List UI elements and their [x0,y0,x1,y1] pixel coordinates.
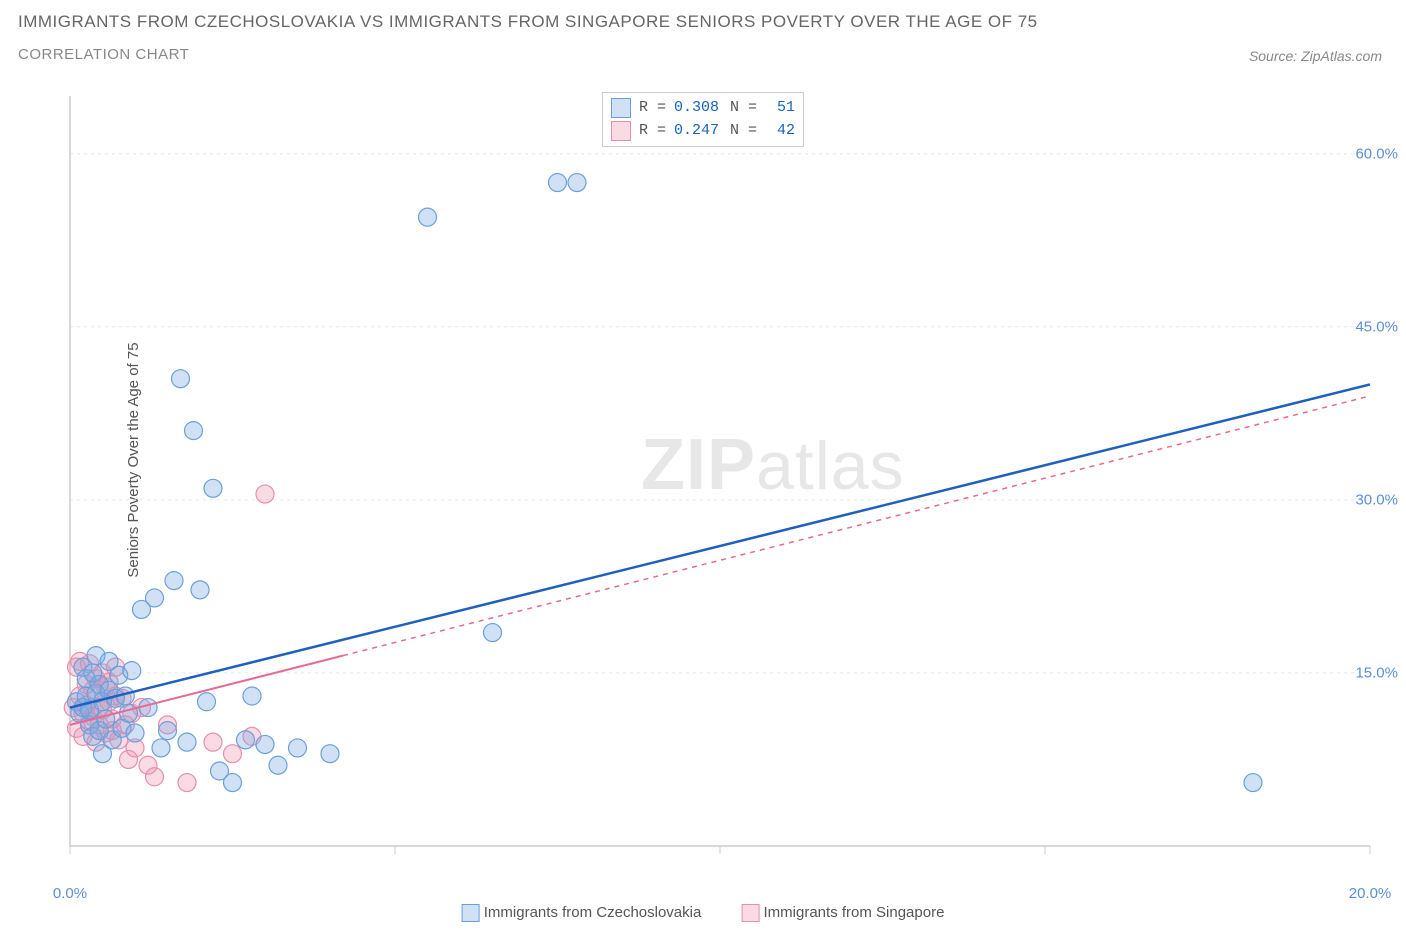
stat-n-label-1: N = [730,97,757,120]
legend-swatch-series2 [741,904,759,922]
chart-title: IMMIGRANTS FROM CZECHOSLOVAKIA VS IMMIGR… [18,12,1038,32]
legend-label-series2: Immigrants from Singapore [764,904,945,921]
bottom-legend: Immigrants from Czechoslovakia Immigrant… [462,904,945,922]
y-tick-label: 60.0% [1355,145,1398,162]
legend-swatch-series1 [462,904,480,922]
stat-n-val-2: 42 [765,120,795,143]
stat-r-val-1: 0.308 [674,97,722,120]
y-tick-label: 45.0% [1355,318,1398,335]
title-block: IMMIGRANTS FROM CZECHOSLOVAKIA VS IMMIGR… [18,12,1038,63]
stats-row-series1: R = 0.308 N = 51 [611,97,795,120]
chart-container: IMMIGRANTS FROM CZECHOSLOVAKIA VS IMMIGR… [0,0,1406,930]
stat-n-val-1: 51 [765,97,795,120]
x-tick-label: 20.0% [1349,885,1392,902]
stat-r-val-2: 0.247 [674,120,722,143]
y-tick-label: 30.0% [1355,491,1398,508]
swatch-series1 [611,98,631,118]
x-tick-label: 0.0% [53,885,87,902]
swatch-series2 [611,121,631,141]
stats-row-series2: R = 0.247 N = 42 [611,120,795,143]
chart-subtitle: CORRELATION CHART [18,46,1038,63]
chart-svg [60,86,1380,876]
stat-r-label-1: R = [639,97,666,120]
y-tick-label: 15.0% [1355,664,1398,681]
stat-n-label-2: N = [730,120,757,143]
chart-plot-area: ZIPatlas [60,86,1380,876]
correlation-stats-box: R = 0.308 N = 51 R = 0.247 N = 42 [602,92,804,147]
legend-label-series1: Immigrants from Czechoslovakia [484,904,702,921]
legend-item-series2: Immigrants from Singapore [741,904,944,922]
source-attribution: Source: ZipAtlas.com [1249,48,1382,64]
stat-r-label-2: R = [639,120,666,143]
legend-item-series1: Immigrants from Czechoslovakia [462,904,702,922]
